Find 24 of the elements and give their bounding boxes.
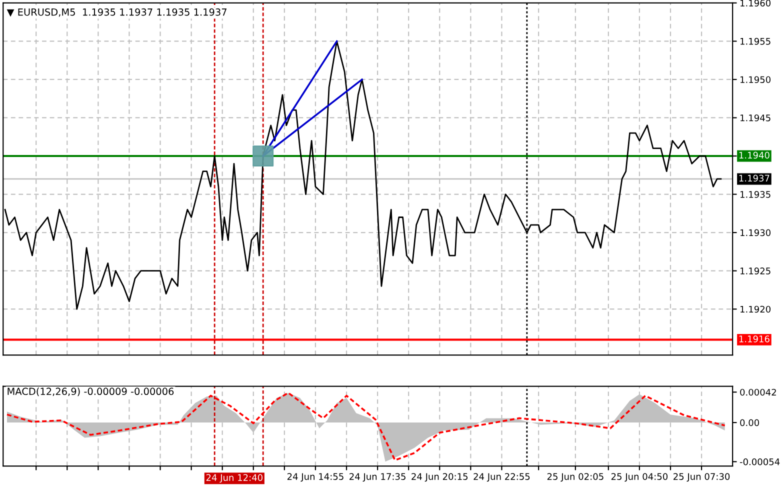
y-tick-label: 1.1945	[740, 114, 770, 122]
y-tick-label: 0.00	[740, 419, 760, 426]
y-tick-label: -0.00054	[740, 458, 780, 466]
x-tick-label: 25 Jun 02:05	[547, 473, 604, 482]
y-tick-label: 0.00042	[740, 388, 776, 396]
chart-title: MACD(12,26,9) -0.00009 -0.00006	[8, 388, 174, 396]
y-tick-label: 1.1935	[740, 191, 770, 198]
x-tick-label: 25 Jun 07:30	[674, 473, 730, 482]
chart-title: ▼ EURUSD,M5 1.1935 1.1937 1.1935 1.1937	[6, 8, 226, 17]
y-tick-label: 1.1950	[740, 76, 771, 84]
y-tick-label: 1.1930	[740, 229, 771, 236]
ref-line-label: 24 Jun 12:40	[206, 474, 262, 483]
y-tick-label: 1.1955	[740, 38, 770, 45]
ref-line-label: 1.1916	[739, 335, 770, 342]
y-tick-label: 1.1960	[740, 0, 771, 6]
x-tick-label: 24 Jun 14:55	[287, 473, 344, 482]
ref-line-label: 1.1940	[739, 152, 770, 159]
x-tick-label: 25 Jun 04:50	[611, 473, 668, 482]
y-tick-label: 1.1925	[740, 268, 770, 274]
x-tick-label: 24 Jun 17:35	[350, 473, 406, 482]
x-tick-label: 24 Jun 20:15	[412, 473, 468, 482]
ref-line-label: 1.1937	[739, 174, 770, 182]
y-tick-label: 1.1920	[740, 306, 771, 313]
x-tick-label: 24 Jun 22:55	[474, 473, 530, 482]
